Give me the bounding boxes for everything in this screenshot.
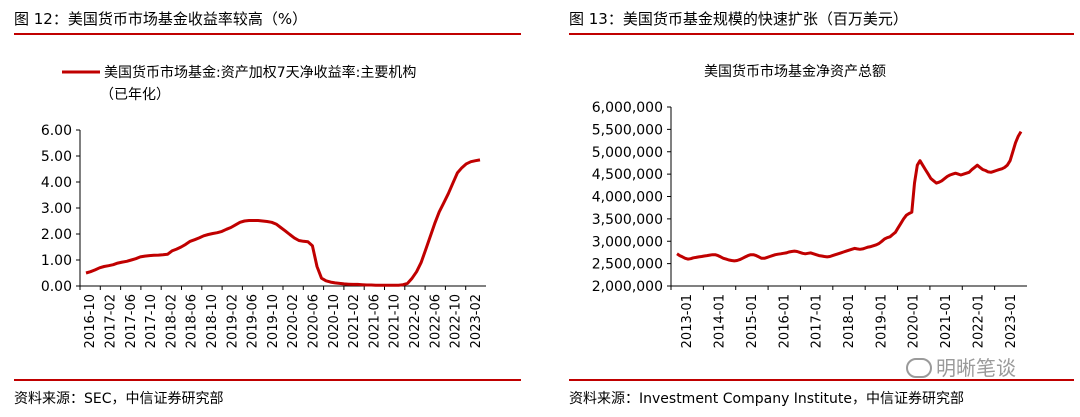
right-y-tick-label: 3,000,000 xyxy=(592,234,663,250)
right-chart-title: 美国货币市场基金净资产总额 xyxy=(704,63,886,80)
left-y-tick-label: 2.00 xyxy=(41,227,72,243)
right-chart: 2,000,000 2,500,000 3,000,000 3,500,000 4,00… xyxy=(592,63,1027,348)
left-source-rule xyxy=(14,379,521,381)
left-x-tick-label: 2018-10 xyxy=(205,294,220,348)
left-x-tick-label: 2021-06 xyxy=(367,294,382,348)
right-y-tick-label: 5,000,000 xyxy=(592,145,663,161)
left-chart: 0.00 1.00 2.00 3.00 4.00 5.00 6.00 2016-10 2017-… xyxy=(41,64,486,348)
right-series-line xyxy=(676,130,1023,263)
right-y-tick-label: 2,000,000 xyxy=(592,279,663,295)
left-x-tick-label: 2017-02 xyxy=(103,294,118,348)
right-x-tick-label: 2015-01 xyxy=(745,294,760,348)
left-panel: 图 12：美国货币市场基金收益率较高（%） 0.00 1.00 2.00 3.00 4.… xyxy=(0,0,535,417)
watermark: 明晰笔谈 xyxy=(906,352,1016,381)
left-series-line xyxy=(85,158,481,287)
right-x-tick-label: 2020-01 xyxy=(907,294,922,348)
right-source-rule xyxy=(569,379,1074,381)
wechat-icon xyxy=(906,357,932,378)
left-x-tick-label: 2018-06 xyxy=(185,294,200,348)
left-x-tick-label: 2022-10 xyxy=(449,294,464,348)
left-y-tick-label: 4.00 xyxy=(41,175,72,191)
right-x-tick-label: 2017-01 xyxy=(810,294,825,348)
left-y-tick-label: 3.00 xyxy=(41,201,72,217)
left-x-tick-label: 2019-06 xyxy=(246,294,261,348)
left-legend-label-cont: （已年化） xyxy=(100,87,170,103)
left-x-tick-label: 2017-06 xyxy=(124,294,139,348)
right-x-tick-label: 2021-01 xyxy=(939,294,954,348)
left-source: 资料来源：SEC，中信证券研究部 xyxy=(14,391,224,407)
left-x-tick-label: 2021-02 xyxy=(347,294,362,348)
right-x-tick-label: 2013-01 xyxy=(680,294,695,348)
left-x-tick-label: 2019-02 xyxy=(225,294,240,348)
right-y-tick-label: 3,500,000 xyxy=(592,212,663,228)
left-y-tick-label: 6.00 xyxy=(41,123,72,139)
left-x-tick-label: 2016-10 xyxy=(83,294,98,348)
right-title-rule xyxy=(569,33,1074,35)
right-x-tick-label: 2019-01 xyxy=(874,294,889,348)
right-y-tick-label: 2,500,000 xyxy=(592,257,663,273)
left-x-tick-label: 2022-06 xyxy=(428,294,443,348)
left-legend-label: 美国货币市场基金:资产加权7天净收益率:主要机构 xyxy=(104,64,416,81)
right-y-tick-label: 6,000,000 xyxy=(592,100,663,116)
left-y-tick-label: 1.00 xyxy=(41,253,72,269)
right-x-tick-label: 2014-01 xyxy=(713,294,728,348)
left-x-tick-label: 2023-02 xyxy=(469,294,484,348)
left-x-tick-label: 2020-10 xyxy=(327,294,342,348)
right-x-tick-label: 2016-01 xyxy=(777,294,792,348)
right-y-tick-label: 4,500,000 xyxy=(592,167,663,183)
left-x-tick-label: 2021-10 xyxy=(388,294,403,348)
left-x-tick-label: 2020-06 xyxy=(306,294,321,348)
right-x-tick-label: 2018-01 xyxy=(842,294,857,348)
right-x-tick-label: 2023-01 xyxy=(1004,294,1019,348)
right-y-tick-label: 4,000,000 xyxy=(592,190,663,206)
right-x-tick-label: 2022-01 xyxy=(971,294,986,348)
left-y-tick-label: 0.00 xyxy=(41,279,72,295)
right-panel: 图 13：美国货币基金规模的快速扩张（百万美元） 2,000,000 2,500,… xyxy=(555,0,1080,417)
right-figure-title: 图 13：美国货币基金规模的快速扩张（百万美元） xyxy=(569,10,908,28)
left-x-tick-label: 2019-10 xyxy=(266,294,281,348)
left-title-rule xyxy=(14,33,521,35)
left-x-tick-label: 2022-02 xyxy=(408,294,423,348)
left-x-tick-label: 2017-10 xyxy=(144,294,159,348)
right-source: 资料来源：Investment Company Institute，中信证券研究… xyxy=(569,391,964,407)
left-x-tick-label: 2018-02 xyxy=(164,294,179,348)
left-figure-title: 图 12：美国货币市场基金收益率较高（%） xyxy=(14,10,308,28)
left-y-tick-label: 5.00 xyxy=(41,149,72,165)
watermark-text: 明晰笔谈 xyxy=(936,356,1016,380)
left-x-tick-label: 2020-02 xyxy=(286,294,301,348)
right-y-tick-label: 5,500,000 xyxy=(592,122,663,138)
